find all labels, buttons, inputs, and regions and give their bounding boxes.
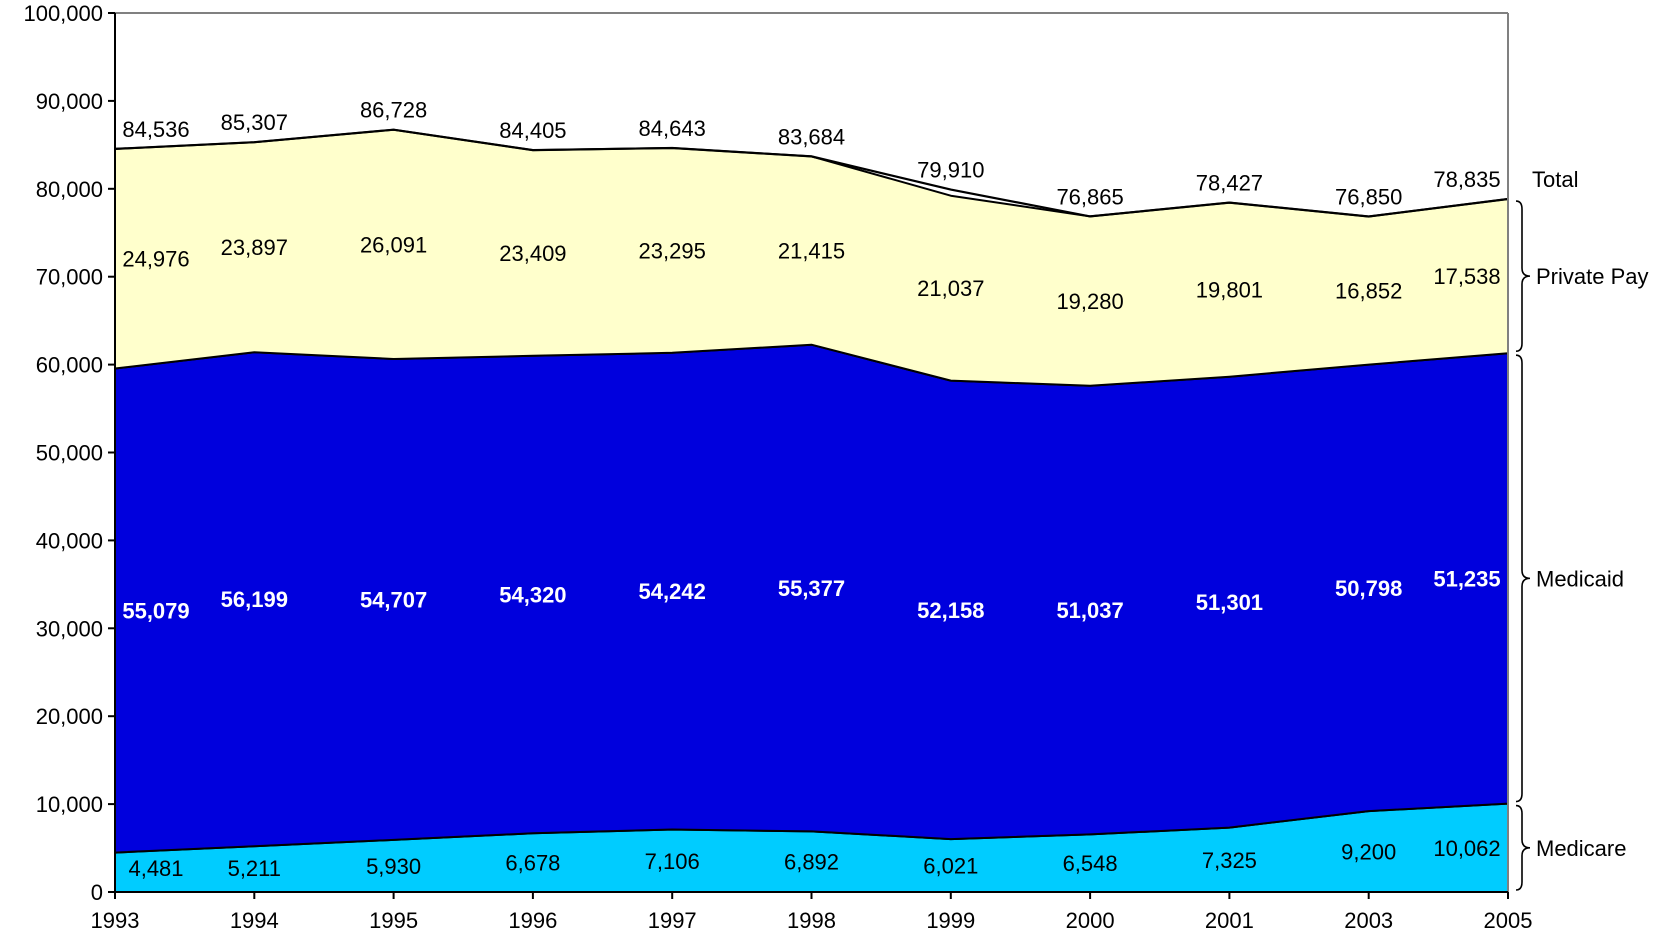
legend-label-medicare: Medicare <box>1536 836 1626 861</box>
data-label-private-pay: 26,091 <box>360 232 427 257</box>
data-label-medicare: 5,930 <box>366 854 421 879</box>
x-tick-label: 1997 <box>648 908 697 933</box>
x-tick-label: 2001 <box>1205 908 1254 933</box>
data-label-medicaid: 56,199 <box>221 587 288 612</box>
x-tick-label: 1998 <box>787 908 836 933</box>
data-label-total: 84,405 <box>499 118 566 143</box>
y-tick-label: 90,000 <box>36 89 103 114</box>
data-label-medicaid: 54,320 <box>499 583 566 608</box>
y-tick-label: 70,000 <box>36 265 103 290</box>
data-label-medicaid: 55,079 <box>122 599 189 624</box>
data-label-private-pay: 23,897 <box>221 235 288 260</box>
data-label-private-pay: 21,037 <box>917 276 984 301</box>
x-tick-label: 2000 <box>1066 908 1115 933</box>
data-label-medicare: 6,678 <box>505 851 560 876</box>
data-label-private-pay: 21,415 <box>778 239 845 264</box>
y-tick-label: 80,000 <box>36 177 103 202</box>
data-label-private-pay: 17,538 <box>1433 264 1500 289</box>
data-label-private-pay: 16,852 <box>1335 279 1402 304</box>
legend-label-total: Total <box>1532 167 1578 192</box>
data-label-total: 79,910 <box>917 158 984 183</box>
data-label-medicaid: 51,301 <box>1196 590 1263 615</box>
area-layers <box>114 128 1509 893</box>
data-label-medicare: 5,211 <box>228 856 281 881</box>
data-label-medicaid: 51,037 <box>1056 598 1123 623</box>
y-tick-label: 0 <box>91 880 103 905</box>
series-legend: Medicare Medicaid Private Pay Total <box>1515 167 1649 891</box>
data-label-total: 76,865 <box>1056 184 1123 209</box>
data-label-total: 85,307 <box>221 110 288 135</box>
x-tick-label: 2003 <box>1344 908 1393 933</box>
y-tick-label: 100,000 <box>23 1 103 26</box>
data-label-medicare: 6,548 <box>1063 851 1118 876</box>
data-label-medicare: 6,892 <box>784 850 839 875</box>
data-label-private-pay: 24,976 <box>122 247 189 272</box>
data-labels: 4,481 5,211 5,930 6,678 7,106 6,892 6,021 6,548… <box>122 98 1500 881</box>
data-label-medicare: 4,481 <box>128 856 183 881</box>
x-tick-label: 1993 <box>91 908 140 933</box>
y-tick-label: 50,000 <box>36 441 103 466</box>
legend-medicaid-brace <box>1515 354 1531 803</box>
data-label-medicaid: 51,235 <box>1433 566 1500 591</box>
x-tick-label: 1995 <box>369 908 418 933</box>
x-tick-label: 1996 <box>508 908 557 933</box>
data-label-medicare: 6,021 <box>923 854 978 879</box>
data-label-total: 76,850 <box>1335 184 1402 209</box>
data-label-total: 84,643 <box>639 116 706 141</box>
data-label-medicaid: 50,798 <box>1335 576 1402 601</box>
legend-label-private-pay: Private Pay <box>1536 264 1649 289</box>
data-label-total: 86,728 <box>360 98 427 123</box>
y-axis-ticks: 0 10,000 20,000 30,000 40,000 50,000 60,000 70,… <box>23 1 115 905</box>
x-tick-label: 1999 <box>926 908 975 933</box>
total-line <box>114 128 1509 218</box>
data-label-total: 83,684 <box>778 124 845 149</box>
y-tick-label: 10,000 <box>36 792 103 817</box>
data-label-private-pay: 23,409 <box>499 241 566 266</box>
data-label-medicare: 10,062 <box>1433 836 1500 861</box>
y-tick-label: 20,000 <box>36 704 103 729</box>
data-label-medicaid: 55,377 <box>778 576 845 601</box>
y-tick-label: 60,000 <box>36 353 103 378</box>
legend-medicare-brace <box>1515 804 1531 891</box>
legend-private-pay-brace <box>1515 200 1531 352</box>
data-label-medicaid: 52,158 <box>917 598 984 623</box>
y-tick-label: 30,000 <box>36 616 103 641</box>
data-label-medicare: 7,106 <box>645 849 700 874</box>
data-label-total: 78,835 <box>1433 167 1500 192</box>
data-label-medicaid: 54,707 <box>360 587 427 612</box>
data-label-private-pay: 19,280 <box>1056 289 1123 314</box>
x-tick-label: 1994 <box>230 908 279 933</box>
data-label-private-pay: 19,801 <box>1196 278 1263 303</box>
y-tick-label: 40,000 <box>36 528 103 553</box>
data-label-private-pay: 23,295 <box>639 238 706 263</box>
x-axis-ticks: 1993 1994 1995 1996 1997 1998 1999 2000 2001 2003… <box>91 892 1533 933</box>
data-label-medicare: 9,200 <box>1341 840 1396 865</box>
x-tick-label: 2005 <box>1484 908 1533 933</box>
data-label-medicaid: 54,242 <box>639 579 706 604</box>
data-label-medicare: 7,325 <box>1202 848 1257 873</box>
data-label-total: 78,427 <box>1196 171 1263 196</box>
data-label-total: 84,536 <box>122 117 189 142</box>
legend-label-medicaid: Medicaid <box>1536 566 1624 591</box>
